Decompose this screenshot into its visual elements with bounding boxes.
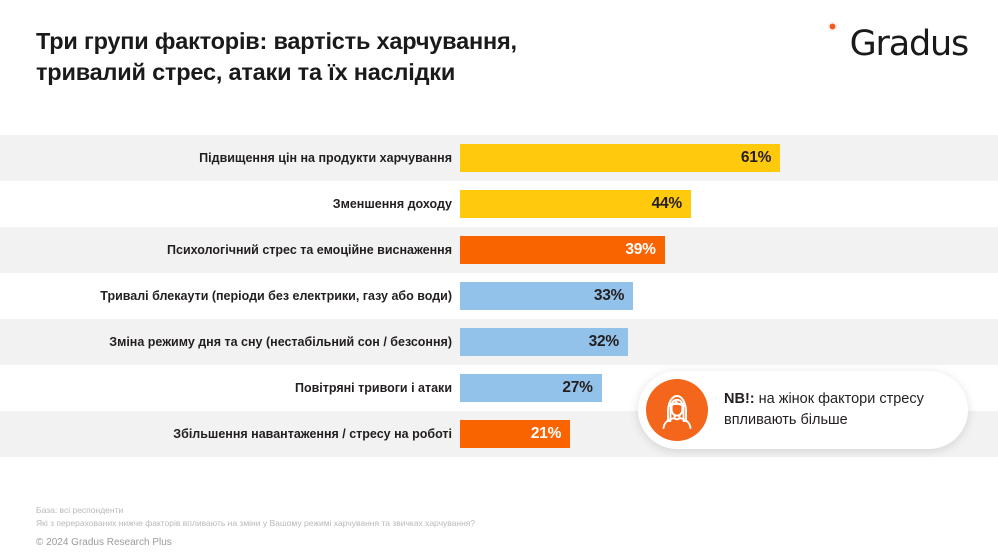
bar-value-label: 61% bbox=[740, 149, 772, 166]
bar-track: 61% bbox=[452, 135, 998, 181]
footer-question: Які з перерахованих нижче факторів вплив… bbox=[36, 517, 476, 528]
gradus-logo: Gradus bbox=[808, 20, 970, 68]
bar: 21% bbox=[460, 420, 571, 448]
nb-prefix: NB!: bbox=[724, 391, 755, 408]
bar-category-label: Повітряні тривоги і атаки bbox=[294, 380, 452, 395]
bar: 39% bbox=[460, 236, 665, 264]
bar: 33% bbox=[460, 282, 634, 310]
page-title: Три групи факторів: вартість харчування,… bbox=[36, 28, 517, 86]
chart-row: Зміна режиму дня та сну (нестабільний со… bbox=[0, 319, 998, 365]
chart-row: Підвищення цін на продукти харчування 61% bbox=[0, 135, 998, 181]
bar-value-label: 21% bbox=[530, 425, 562, 442]
bar-category-label: Підвищення цін на продукти харчування bbox=[199, 150, 452, 165]
nb-body: на жінок фактори стресу впливають більше bbox=[724, 391, 924, 428]
bar-category-label: Тривалі блекаути (періоди без електрики,… bbox=[100, 288, 452, 303]
nb-callout: NB!: на жінок фактори стресу впливають б… bbox=[638, 371, 968, 449]
footer-base: База: всі респонденти bbox=[36, 504, 124, 515]
woman-avatar-icon bbox=[646, 379, 708, 441]
logo-dot-icon bbox=[828, 22, 837, 31]
nb-callout-text: NB!: на жінок фактори стресу впливають б… bbox=[724, 389, 952, 430]
bar-chart: Підвищення цін на продукти харчування 61%… bbox=[0, 135, 998, 457]
bar-value-label: 27% bbox=[562, 379, 593, 396]
bar: 32% bbox=[460, 328, 628, 356]
header: Три групи факторів: вартість харчування,… bbox=[0, 0, 998, 118]
chart-row: Психологічний стрес та емоційне виснажен… bbox=[0, 227, 998, 273]
footer-copyright: © 2024 Gradus Research Plus bbox=[36, 537, 172, 548]
bar-track: 33% bbox=[452, 273, 998, 319]
logo-wordmark: Gradus bbox=[849, 24, 970, 64]
bar-track: 27% bbox=[452, 365, 998, 411]
bar-category-label: Збільшення навантаження / стресу на робо… bbox=[173, 426, 452, 441]
bar-category-label: Психологічний стрес та емоційне виснажен… bbox=[167, 242, 452, 257]
bar-track: 21% bbox=[452, 411, 998, 457]
bar-value-label: 39% bbox=[625, 241, 656, 258]
bar-value-label: 44% bbox=[651, 195, 683, 212]
bar-value-label: 32% bbox=[588, 333, 620, 350]
bar-track: 44% bbox=[452, 181, 998, 227]
bar-track: 32% bbox=[452, 319, 998, 365]
bar: 44% bbox=[460, 190, 691, 218]
bar-category-label: Зміна режиму дня та сну (нестабільний со… bbox=[109, 334, 452, 349]
chart-row: Зменшення доходу 44% bbox=[0, 181, 998, 227]
bar-category-label: Зменшення доходу bbox=[332, 196, 452, 211]
chart-row: Тривалі блекаути (періоди без електрики,… bbox=[0, 273, 998, 319]
bar-value-label: 33% bbox=[593, 287, 625, 304]
bar-track: 39% bbox=[452, 227, 998, 273]
footer: База: всі респонденти Які з перераховани… bbox=[36, 504, 936, 550]
bar: 61% bbox=[460, 144, 781, 172]
bar: 27% bbox=[460, 374, 602, 402]
